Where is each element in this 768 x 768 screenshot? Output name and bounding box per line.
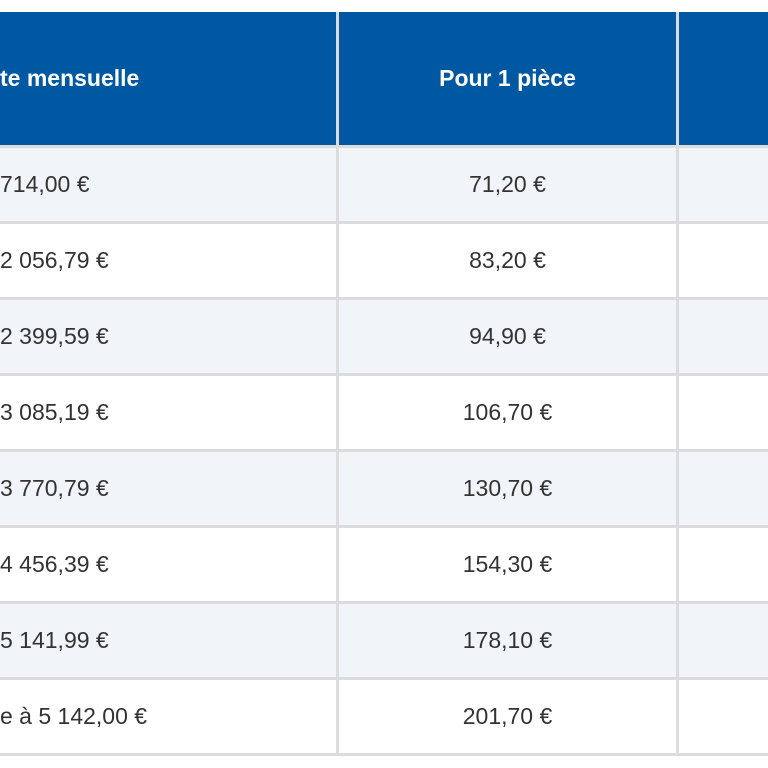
table-cell: 83,20 €: [339, 224, 676, 297]
row-divider: [0, 221, 768, 224]
table-cell: [679, 148, 768, 221]
row-divider: [0, 449, 768, 452]
table-cell: 71,20 €: [339, 148, 676, 221]
row-divider: [0, 297, 768, 300]
column-divider: [336, 12, 339, 756]
table-cell: 106,70 €: [339, 376, 676, 449]
row-divider: [0, 677, 768, 680]
table-cell: [679, 300, 768, 373]
table-cell: [679, 528, 768, 601]
table-cell: 154,30 €: [339, 528, 676, 601]
table-cell: [679, 680, 768, 753]
header-cell: Pour 1 pièce: [339, 12, 676, 145]
table-cell: 714,00 €: [0, 148, 336, 221]
table-cell: e à 5 142,00 €: [0, 680, 336, 753]
table-cell: [679, 224, 768, 297]
table-cell: [679, 604, 768, 677]
table-cell: 3 770,79 €: [0, 452, 336, 525]
header-cell: te mensuelle: [0, 12, 336, 145]
header-cell: [679, 12, 768, 145]
row-divider: [0, 525, 768, 528]
table-cell: [679, 452, 768, 525]
row-divider: [0, 373, 768, 376]
table-cell: 4 456,39 €: [0, 528, 336, 601]
column-divider: [676, 12, 679, 756]
table-cell: 201,70 €: [339, 680, 676, 753]
table-cell: 3 085,19 €: [0, 376, 336, 449]
table-cell: 130,70 €: [339, 452, 676, 525]
table-cell: [679, 376, 768, 449]
table-cell: 2 056,79 €: [0, 224, 336, 297]
row-divider: [0, 601, 768, 604]
row-divider: [0, 753, 768, 756]
row-divider: [0, 145, 768, 148]
table-cell: 94,90 €: [339, 300, 676, 373]
table-cell: 2 399,59 €: [0, 300, 336, 373]
table-cell: 178,10 €: [339, 604, 676, 677]
table-cell: 5 141,99 €: [0, 604, 336, 677]
